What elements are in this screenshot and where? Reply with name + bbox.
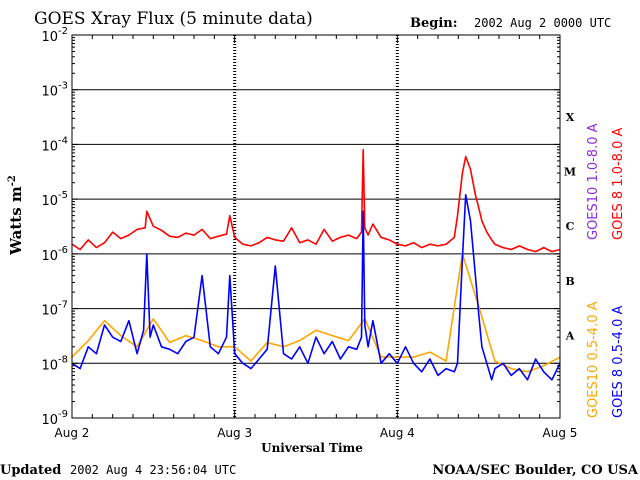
x-tick-label: Aug 5 — [543, 426, 578, 440]
y-axis: 10-9 10-8 10-7 10-6 10-5 10-4 10-3 10-2 — [41, 26, 560, 428]
y-tick-label: 10-3 — [41, 81, 68, 100]
updated-value: 2002 Aug 4 23:56:04 UTC — [70, 463, 236, 477]
flare-class-label: C — [566, 220, 575, 233]
y-tick-label: 10-2 — [41, 26, 68, 45]
series-line — [71, 253, 561, 373]
legend-entry: GOES10 0.5-4.0 A — [586, 301, 601, 418]
y-axis-label-text: Watts m — [7, 186, 25, 256]
series-layer — [71, 148, 561, 381]
begin-label: Begin: — [410, 16, 458, 31]
flare-class-labels: A B C M X — [564, 111, 576, 343]
legend-entry: GOES 8 0.5-4.0 A — [611, 306, 626, 418]
y-tick-label: 10-6 — [41, 245, 68, 264]
credit-text: NOAA/SEC Boulder, CO USA — [432, 463, 639, 478]
x-tick-label: Aug 2 — [55, 426, 90, 440]
flare-class-label: M — [564, 166, 576, 179]
updated-label: Updated — [0, 463, 61, 478]
x-axis: Aug 2 Aug 3 Aug 4 Aug 5 — [55, 35, 578, 440]
y-tick-label: 10-4 — [41, 135, 68, 154]
y-tick-label: 10-5 — [41, 190, 68, 209]
x-tick-label: Aug 4 — [380, 426, 415, 440]
y-tick-label: 10-9 — [41, 409, 68, 428]
legend-entry: GOES 8 1.0-8.0 A — [611, 128, 626, 240]
chart-grid — [72, 34, 560, 419]
legend: GOES10 1.0-8.0 A GOES 8 1.0-8.0 A GOES10 0… — [586, 123, 626, 418]
legend-entry: GOES10 1.0-8.0 A — [586, 123, 601, 240]
begin-value: 2002 Aug 2 0000 UTC — [474, 16, 611, 30]
y-axis-label-exponent: -2 — [7, 175, 18, 186]
y-tick-label: 10-8 — [41, 354, 68, 373]
y-tick-label: 10-7 — [41, 300, 68, 319]
series-line — [71, 148, 561, 253]
x-axis-label: Universal Time — [261, 441, 363, 455]
x-tick-label: Aug 3 — [217, 426, 252, 440]
chart-title: GOES Xray Flux (5 minute data) — [34, 9, 313, 29]
flare-class-label: A — [565, 330, 575, 343]
flare-class-label: X — [566, 111, 575, 124]
flare-class-label: B — [565, 275, 574, 288]
series-line — [71, 194, 561, 381]
y-axis-label: Watts m-2 — [7, 175, 25, 256]
